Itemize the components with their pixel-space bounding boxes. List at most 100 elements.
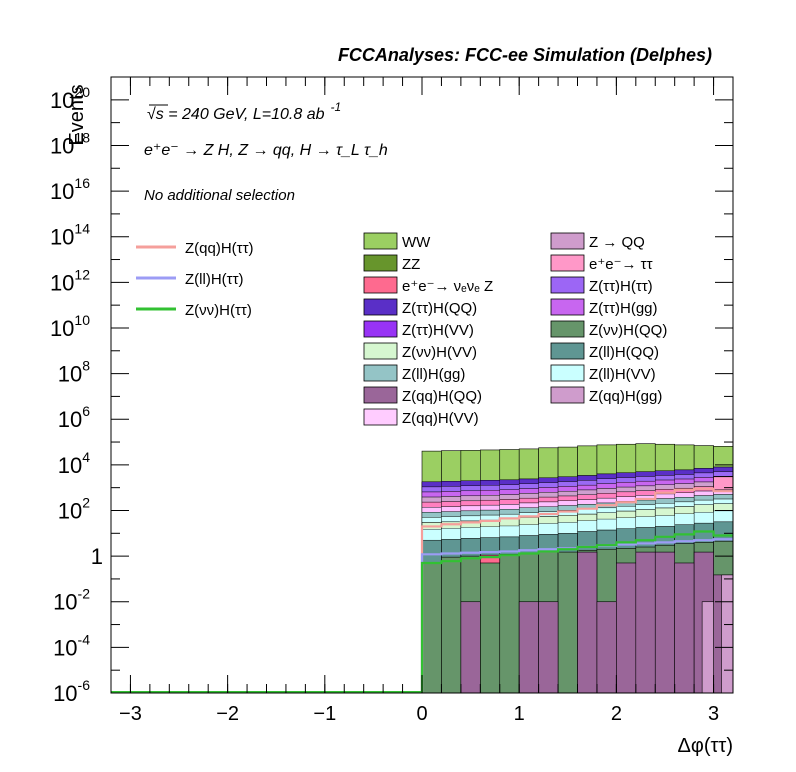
minor-band-1-7 (557, 481, 578, 487)
minor-band-3-6 (538, 492, 559, 498)
minor-band-6-15 (713, 494, 734, 500)
signal-line-zqqh (420, 487, 733, 693)
minor-band-1-5 (518, 483, 539, 489)
minor-band-3-5 (518, 493, 539, 499)
minor-band-5-10 (616, 496, 637, 502)
legend-box-swatch (550, 254, 585, 272)
minor-band-4-6 (538, 496, 559, 503)
minor-band-6-1 (441, 511, 462, 517)
minor-band-5-14 (693, 490, 714, 496)
bar-zqqhqq-6 (538, 601, 559, 694)
minor-band-0-15 (713, 466, 734, 472)
bar-zqqhqq-10 (616, 562, 637, 694)
minor-band-5-4 (499, 504, 520, 510)
minor-band-0-12 (655, 470, 675, 476)
minor-band-1-14 (693, 472, 714, 478)
legend: Z(qq)H(ττ) Z(ll)H(ττ) Z(νν)H(ττ) WW Z → QQ ZZ… (136, 232, 667, 427)
x-tick-label: −2 (216, 703, 239, 725)
legend-box-swatch (550, 364, 585, 382)
legend-box-label: Z(ll)H(gg) (402, 366, 465, 383)
legend-box-swatch (363, 408, 398, 426)
legend-box-swatch (550, 276, 585, 294)
y-tick-label: 1012 (50, 266, 90, 295)
band-zllhvv-8 (577, 520, 598, 532)
minor-band-3-1 (441, 496, 462, 502)
y-tick-label: 1018 (50, 129, 90, 158)
band-zllhvv-2 (460, 527, 481, 539)
band-zllhvv-1 (441, 528, 462, 540)
y-tick-label: 108 (58, 358, 90, 387)
minor-band-0-9 (596, 473, 617, 479)
minor-band-6-14 (693, 495, 714, 501)
minor-band-0-5 (518, 478, 539, 484)
x-tick-label: 3 (708, 703, 719, 725)
y-tick-label: 102 (58, 494, 90, 523)
minor-band-7-12 (655, 503, 675, 509)
minor-band-7-2 (460, 515, 481, 522)
y-tick-label: 10-4 (53, 631, 90, 660)
legend-box-label: Z(qq)H(VV) (402, 410, 479, 427)
minor-band-4-7 (557, 495, 578, 502)
minor-band-3-13 (674, 483, 695, 489)
minor-band-3-3 (480, 495, 500, 501)
minor-band-4-4 (499, 499, 520, 505)
y-tick-label: 1010 (50, 312, 90, 341)
legend-box-label: e⁺e⁻→ νₑνₑ Z (402, 278, 493, 295)
minor-band-1-6 (538, 482, 559, 488)
minor-band-1-12 (655, 475, 675, 481)
minor-band-2-4 (499, 489, 520, 495)
minor-band-2-8 (577, 484, 598, 491)
minor-band-7-8 (577, 509, 598, 515)
legend-box-swatch (550, 320, 585, 338)
band-zllhvv-0 (421, 529, 442, 541)
bar-zqqhqq-2 (460, 601, 481, 694)
legend-box-swatch (363, 298, 398, 316)
legend-box-label: Z(ττ)H(ττ) (589, 278, 653, 295)
minor-band-2-2 (460, 490, 481, 497)
minor-band-6-4 (499, 509, 520, 515)
minor-band-2-1 (441, 491, 462, 497)
bar-zqqhqq-9 (596, 601, 617, 694)
band-zllhvv-4 (499, 525, 520, 538)
minor-band-3-4 (499, 494, 520, 500)
minor-band-5-6 (538, 501, 559, 507)
y-axis-title: Events (66, 84, 88, 145)
band-zllhvv-5 (518, 524, 539, 536)
minor-band-7-3 (480, 514, 500, 521)
minor-band-2-14 (693, 477, 714, 483)
legend-line-label: Z(ll)H(ττ) (185, 271, 244, 288)
plot-frame (110, 76, 734, 694)
x-tick-label: −1 (313, 703, 336, 725)
minor-band-5-7 (557, 500, 578, 506)
minor-band-6-5 (518, 507, 539, 513)
minor-band-2-6 (538, 487, 559, 493)
legend-box-label: Z → QQ (589, 234, 645, 251)
minor-band-4-9 (596, 493, 617, 499)
minor-band-1-4 (499, 484, 520, 490)
minor-band-4-10 (616, 491, 637, 497)
bar-zqqhqq-5 (518, 601, 539, 694)
x-tick-label: 1 (514, 703, 525, 725)
minor-band-0-11 (635, 471, 656, 477)
band-zllhvv-10 (616, 517, 637, 529)
minor-band-2-7 (557, 486, 578, 492)
minor-band-6-0 (421, 512, 442, 518)
minor-band-4-11 (635, 490, 656, 496)
legend-box-swatch (550, 232, 585, 250)
minor-band-3-7 (557, 490, 578, 497)
y-tick-label: 1016 (50, 175, 90, 204)
y-tick-label: 1020 (50, 84, 90, 113)
y-tick-label: 10-2 (53, 586, 90, 615)
minor-band-0-2 (460, 480, 481, 487)
minor-band-3-14 (693, 481, 714, 487)
minor-band-5-13 (674, 492, 695, 498)
legend-box-label: Z(ττ)H(VV) (402, 322, 474, 339)
minor-band-1-9 (596, 478, 617, 484)
minor-band-3-2 (460, 495, 481, 502)
legend-box-label: Z(νν)H(QQ) (589, 322, 667, 339)
stack-bar-zvvhqq-3 (480, 555, 501, 694)
band-zllhvv-14 (693, 512, 714, 524)
minor-band-1-2 (460, 485, 481, 492)
y-tick-label: 104 (58, 449, 90, 478)
band-zllhvv-15 (713, 510, 734, 522)
